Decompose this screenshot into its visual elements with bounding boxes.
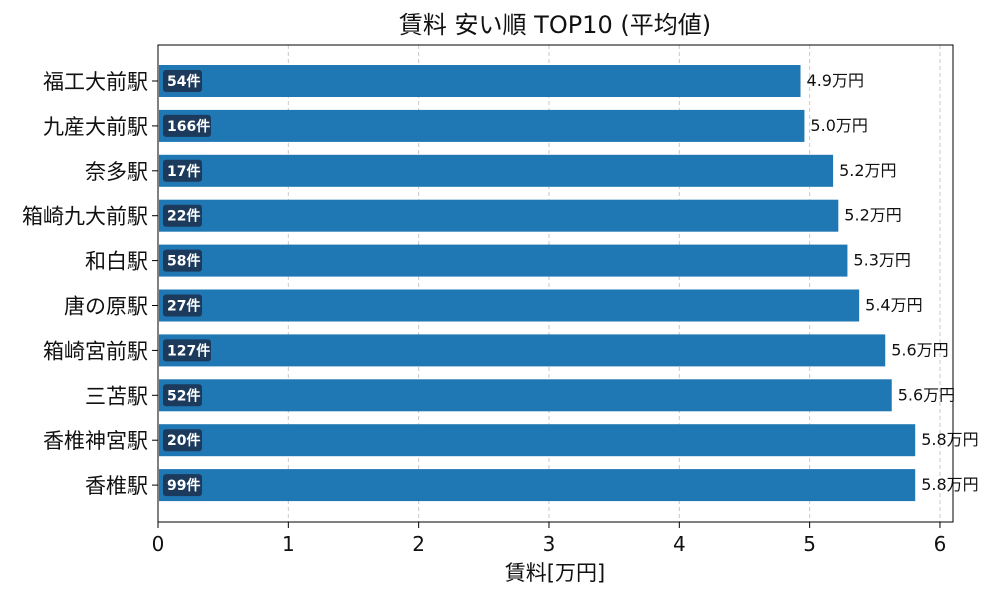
x-tick-label: 4 <box>673 532 686 556</box>
value-label: 5.4万円 <box>865 296 922 315</box>
count-label: 27件 <box>167 298 200 315</box>
count-label: 58件 <box>167 253 200 270</box>
x-tick-label: 1 <box>282 532 295 556</box>
x-tick-label: 0 <box>152 532 165 556</box>
value-label: 4.9万円 <box>807 71 864 90</box>
y-tick-label: 三苫駅 <box>85 384 148 408</box>
value-label: 5.6万円 <box>898 385 955 404</box>
count-badge <box>163 204 202 227</box>
value-label: 5.3万円 <box>853 251 910 270</box>
count-label: 17件 <box>167 163 200 180</box>
count-badge <box>163 249 202 272</box>
count-badge <box>163 159 202 182</box>
value-label: 5.2万円 <box>844 206 901 225</box>
count-label: 54件 <box>167 73 200 90</box>
bar <box>159 289 860 322</box>
count-label: 20件 <box>167 432 200 449</box>
count-label: 166件 <box>167 118 210 135</box>
count-badge <box>163 339 211 362</box>
y-tick-label: 福工大前駅 <box>43 70 148 94</box>
bar <box>159 154 834 187</box>
bar <box>159 109 805 142</box>
value-label: 5.8万円 <box>921 430 978 449</box>
y-tick-label: 唐の原駅 <box>64 295 148 319</box>
y-tick-label: 九産大前駅 <box>43 115 148 139</box>
count-badge <box>163 114 211 137</box>
chart-title: 賃料 安い順 TOP10 (平均値) <box>399 11 711 39</box>
count-label: 99件 <box>167 477 200 494</box>
x-tick-label: 6 <box>934 532 947 556</box>
bars: 54件 4.9万円 166件 5.0万円 17件 5.2万円 22件 5.2万円 58件 5.3万… <box>159 65 979 502</box>
count-badge <box>163 70 202 92</box>
value-label: 5.6万円 <box>891 340 948 359</box>
y-tick-label: 香椎神宮駅 <box>43 429 148 453</box>
bar <box>159 65 801 97</box>
value-label: 5.8万円 <box>921 475 978 494</box>
plot-frame <box>157 44 954 523</box>
y-tick-label: 箱崎九大前駅 <box>22 205 148 229</box>
y-tick-label: 箱崎宮前駅 <box>43 339 148 363</box>
y-tick-label: 和白駅 <box>85 250 148 274</box>
bar <box>159 424 916 457</box>
x-tick-label: 3 <box>543 532 556 556</box>
count-label: 22件 <box>167 208 200 225</box>
count-badge <box>163 384 202 407</box>
x-axis-label: 賃料[万円] <box>505 561 605 585</box>
x-tick-label: 5 <box>803 532 816 556</box>
y-tick-label: 奈多駅 <box>85 160 148 184</box>
count-badge <box>163 294 202 317</box>
bar <box>159 469 916 502</box>
y-tick-label: 香椎駅 <box>85 474 148 498</box>
count-label: 127件 <box>167 342 210 359</box>
x-tick-label: 2 <box>412 532 425 556</box>
count-label: 52件 <box>167 387 200 404</box>
x-axis: 0 1 2 3 4 5 6 <box>152 522 947 556</box>
bar <box>159 379 892 412</box>
bar <box>159 244 848 277</box>
bar <box>159 334 886 367</box>
bar <box>159 199 839 232</box>
value-label: 5.0万円 <box>810 116 867 135</box>
y-axis: 福工大前駅九産大前駅奈多駅箱崎九大前駅和白駅唐の原駅箱崎宮前駅三苫駅香椎神宮駅香… <box>22 70 158 498</box>
count-badge <box>163 474 202 497</box>
value-label: 5.2万円 <box>839 161 896 180</box>
count-badge <box>163 429 202 452</box>
